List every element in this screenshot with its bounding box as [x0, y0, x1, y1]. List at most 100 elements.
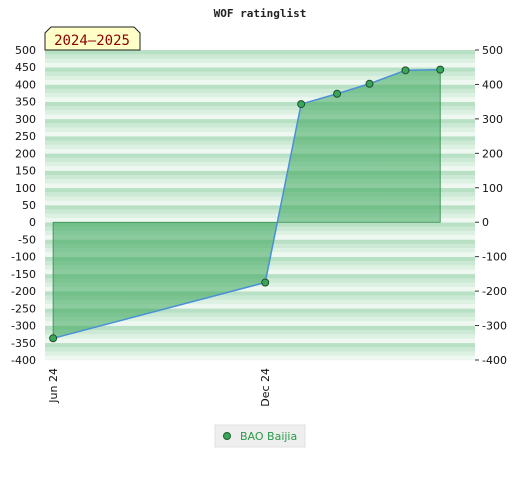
- y2-tick-label: -200: [482, 285, 507, 298]
- grid-band: [45, 105, 475, 111]
- grid-band: [45, 149, 475, 154]
- y-tick-label: 150: [15, 165, 36, 178]
- y-tick-label: 300: [15, 113, 36, 126]
- y-tick-label: 0: [29, 216, 36, 229]
- y-tick-label: -100: [11, 251, 36, 264]
- season-badge-label: 2024–2025: [54, 33, 130, 49]
- area-layer: [49, 65, 445, 343]
- y2-tick-label: -100: [482, 251, 507, 264]
- grid-band: [45, 170, 475, 176]
- grid-band: [45, 166, 475, 171]
- grid-band: [45, 157, 475, 163]
- grid-band: [45, 101, 475, 107]
- y-tick-label: 500: [15, 44, 36, 57]
- grid-band: [45, 179, 475, 184]
- grid-band: [45, 153, 475, 158]
- y-tick-label: -250: [11, 302, 36, 315]
- grid-band: [45, 84, 475, 90]
- grid-band: [45, 329, 475, 335]
- grid-band: [45, 127, 475, 133]
- grid-band: [45, 342, 475, 348]
- data-point[interactable]: [401, 66, 410, 75]
- data-point[interactable]: [365, 79, 374, 88]
- y-axis-right: 500 400 300 200 100 0 -100 -200 -300 -400: [475, 44, 507, 367]
- grid-band: [45, 62, 475, 68]
- grid-band: [45, 205, 475, 210]
- grid-band: [45, 338, 475, 344]
- y-axis-left: 500450400350300250200150100500-50-100-15…: [11, 44, 36, 367]
- grid-band: [45, 286, 475, 292]
- legend-label: BAO Baijia: [240, 430, 297, 443]
- grid-band: [45, 140, 475, 146]
- y2-tick-label: 500: [482, 44, 503, 57]
- y-tick-label: -300: [11, 320, 36, 333]
- grid-band: [45, 209, 475, 214]
- y2-tick-label: -400: [482, 354, 507, 367]
- grid-band: [45, 67, 475, 72]
- grid-band: [45, 355, 475, 361]
- grid-band: [45, 187, 475, 193]
- grid-band: [45, 88, 475, 94]
- grid-band: [45, 304, 475, 309]
- grid-band: [45, 316, 475, 322]
- grid-band: [45, 58, 475, 64]
- grid-band: [45, 131, 475, 137]
- y2-tick-label: 300: [482, 113, 503, 126]
- chart-title: WOF ratinglist: [214, 7, 307, 20]
- grid-band: [45, 347, 475, 352]
- x-tick-label: Dec 24: [259, 368, 272, 407]
- grid-band: [45, 93, 475, 98]
- grid-band: [45, 217, 475, 223]
- grid-band: [45, 192, 475, 197]
- grid-band: [45, 174, 475, 180]
- y2-tick-label: 400: [482, 78, 503, 91]
- y-tick-label: 50: [22, 199, 36, 212]
- grid-band: [45, 183, 475, 189]
- grid-band: [45, 196, 475, 201]
- grid-band: [45, 308, 475, 313]
- grid-band: [45, 200, 475, 206]
- grid-band: [45, 334, 475, 339]
- y-tick-label: -150: [11, 268, 36, 281]
- y-tick-label: -400: [11, 354, 36, 367]
- grid-band: [45, 291, 475, 296]
- y2-tick-label: 0: [482, 216, 489, 229]
- data-point[interactable]: [297, 100, 306, 109]
- grid-band: [45, 351, 475, 356]
- grid-band: [45, 80, 475, 85]
- grid-band: [45, 118, 475, 124]
- season-badge: 2024–2025: [44, 26, 141, 51]
- x-axis: Jun 24 Dec 24: [47, 368, 272, 407]
- grid-band: [45, 97, 475, 102]
- y-tick-label: 200: [15, 147, 36, 160]
- y-tick-label: 250: [15, 130, 36, 143]
- y2-tick-label: 200: [482, 147, 503, 160]
- data-point[interactable]: [49, 334, 58, 343]
- data-point[interactable]: [436, 65, 445, 74]
- grid-band: [45, 54, 475, 59]
- grid-band: [45, 161, 475, 167]
- data-point[interactable]: [261, 278, 270, 287]
- grid-band: [45, 299, 475, 305]
- y-tick-label: -50: [18, 233, 36, 246]
- y-tick-label: 450: [15, 61, 36, 74]
- y-tick-label: -350: [11, 337, 36, 350]
- grid-band: [45, 75, 475, 81]
- grid-band: [45, 321, 475, 326]
- x-tick-label: Jun 24: [47, 368, 60, 404]
- grid-band: [45, 144, 475, 150]
- data-point[interactable]: [333, 89, 342, 98]
- grid-band: [45, 213, 475, 219]
- grid-band: [45, 71, 475, 77]
- grid-band: [45, 312, 475, 318]
- grid-band: [45, 114, 475, 120]
- y2-tick-label: -300: [482, 320, 507, 333]
- y-tick-label: 400: [15, 78, 36, 91]
- grid-band: [45, 295, 475, 301]
- grid-band: [45, 282, 475, 288]
- grid-band: [45, 123, 475, 128]
- grid-band: [45, 136, 475, 141]
- legend[interactable]: BAO Baijia: [214, 424, 306, 448]
